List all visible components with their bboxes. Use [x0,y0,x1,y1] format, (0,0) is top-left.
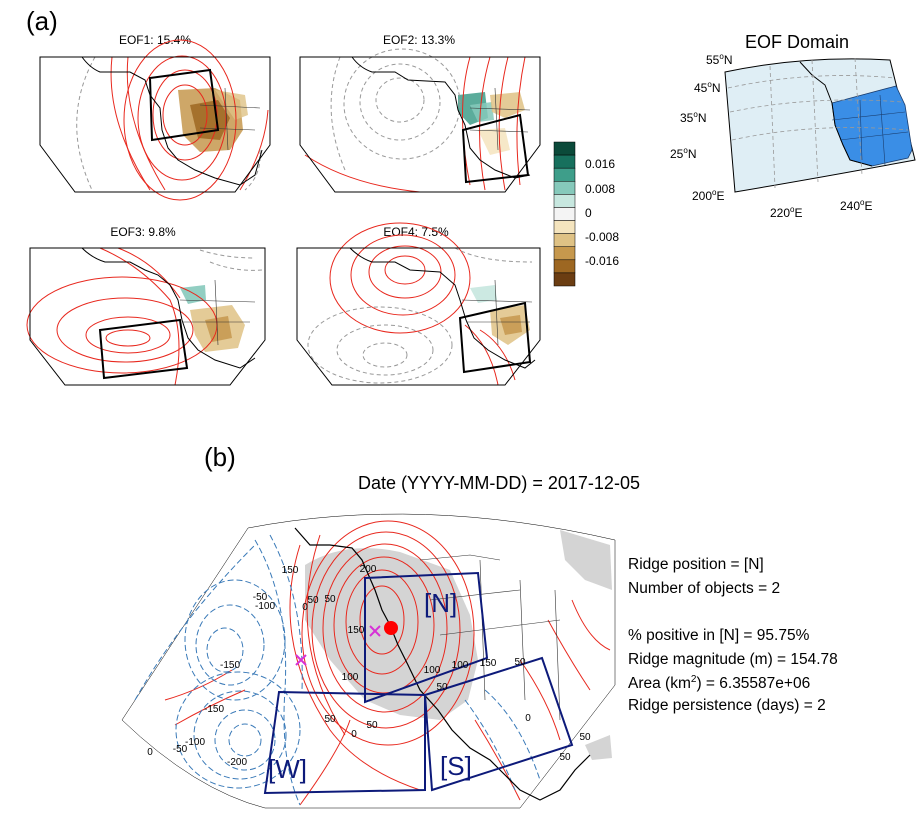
stat-magnitude: Ridge magnitude (m) = 154.78 [628,651,838,668]
colorbar-swatch [553,141,576,156]
date-title: Date (YYYY-MM-DD) = 2017-12-05 [358,473,640,493]
contour-label-negative: -50 [253,592,268,603]
contour-label-positive: 50 [366,720,378,731]
stat-persistence: Ridge persistence (days) = 2 [628,697,826,714]
ridge-centroid [384,621,398,635]
eof-domain-map: EOF Domain 55oN 45oN 35oN 25oN 200oE 220oE 24… [670,32,916,220]
storm-marker-1 [295,654,307,666]
lat-label: 25oN [670,146,696,161]
contour-label-negative: 150 [282,565,299,576]
stat-area: Area (km2) = 6.35587e+06 [628,674,810,692]
eof3-title: EOF3: 9.8% [110,225,176,239]
region-box-n [364,571,489,704]
colorbar-tick-label: 0.008 [585,182,615,196]
colorbar-swatch [553,167,576,182]
colorbar-swatch [553,181,576,195]
contour-label-positive: 100 [452,660,469,671]
contour-label-positive: 50 [514,657,526,668]
colorbar-swatch [553,246,576,261]
contour-label-negative: 50 [307,595,319,606]
lon-label: 240oE [840,198,873,213]
contour-label-negative: -100 [185,737,205,748]
ridge-stats: Ridge position = [N] Number of objects =… [628,556,838,714]
eof1-title: EOF1: 15.4% [119,33,191,47]
contour-label-negative: -50 [173,744,188,755]
eof3-map: EOF3: 9.8% [26,225,266,386]
contour-label-positive: 50 [324,594,336,605]
stat-pct-positive: % positive in [N] = 95.75% [628,627,810,644]
contour-label-positive: 50 [324,714,336,725]
panel-a-label: (a) [26,6,58,36]
colorbar-swatch [553,233,576,247]
colorbar-swatch [553,207,576,221]
stat-num-objects: Number of objects = 2 [628,580,780,597]
contour-label-negative: 50 [559,752,571,763]
colorbar-swatch [553,194,576,208]
colorbar-tick-label: -0.016 [585,254,619,268]
eof2-map: EOF2: 13.3% [299,33,541,193]
region-label-w: [W] [268,754,307,784]
eof2-title: EOF2: 13.3% [383,33,455,47]
contour-label-negative: 0 [302,602,308,613]
contour-label-positive: 150 [348,625,365,636]
contour-label-negative: -100 [255,601,275,612]
colorbar-swatch [553,259,576,274]
contour-label-positive: 50 [436,682,448,693]
eof1-map: EOF1: 15.4% [39,33,271,201]
contour-label-positive: 150 [480,658,497,669]
ridge-map: [N] [W] [S] 200 150 100 50 50 100 150 100 50 50 50… [121,513,616,809]
contour-label-negative: 0 [147,747,153,758]
lat-label: 35oN [680,110,706,125]
contour-label-negative: -150 [220,660,240,671]
region-box-w [263,690,426,795]
storm-marker-2 [369,625,381,637]
contour-label-positive: 200 [360,564,377,575]
contour-label-negative: 50 [579,732,591,743]
stat-ridge-position: Ridge position = [N] [628,556,764,573]
eof-domain-title: EOF Domain [745,32,849,52]
eof4-map: EOF4: 7.5% [296,222,541,386]
lon-label: 200oE [692,188,725,203]
contour-label-negative: -150 [204,704,224,715]
colorbar-tick-label: -0.008 [585,230,619,244]
contour-label-negative: 0 [525,713,531,724]
region-label-n: [N] [424,588,457,618]
contour-label-negative: 0 [351,729,357,740]
contour-label-negative: -200 [227,757,247,768]
contour-label-positive: 100 [424,665,441,676]
panel-b-label: (b) [204,442,236,472]
lat-label: 55oN [706,52,732,67]
lon-label: 220oE [770,205,803,220]
colorbar-tick-label: 0 [585,206,592,220]
region-box-s [423,656,574,792]
colorbar: 0.016 0.008 0 -0.008 -0.016 [553,141,619,287]
colorbar-swatch [553,154,576,169]
colorbar-swatch [553,272,576,287]
contour-label-positive: 100 [342,672,359,683]
region-label-s: [S] [440,751,472,781]
lat-label: 45oN [694,80,720,95]
colorbar-tick-label: 0.016 [585,157,615,171]
colorbar-swatch [553,220,576,234]
